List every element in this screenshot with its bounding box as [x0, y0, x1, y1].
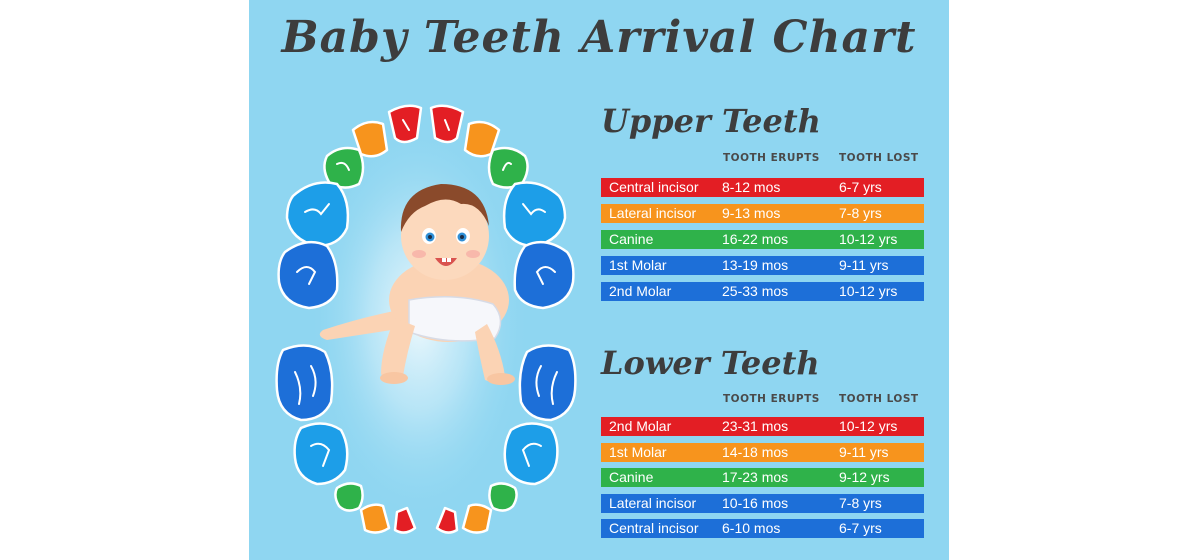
lower-canine-left-tooth-icon	[334, 482, 364, 512]
lost-value: 7-8 yrs	[839, 205, 882, 221]
lower-lateral-incisor-left-tooth-icon	[359, 503, 391, 534]
upper-arch	[277, 104, 575, 310]
lost-value: 9-11 yrs	[839, 257, 889, 273]
tooth-name: Lateral incisor	[609, 495, 697, 511]
upper-second-molar-left-tooth-icon	[277, 240, 339, 310]
table-row: Central incisor 6-10 mos 6-7 yrs	[601, 519, 924, 538]
lower-second-molar-left-tooth-icon	[275, 344, 334, 422]
upper-second-molar-right-tooth-icon	[513, 240, 575, 310]
table-row: 1st Molar 14-18 mos 9-11 yrs	[601, 443, 924, 462]
lower-canine-right-tooth-icon	[488, 482, 518, 512]
erupts-value: 17-23 mos	[722, 469, 789, 485]
lower-central-incisor-left-tooth-icon	[393, 506, 417, 534]
lost-value: 9-12 yrs	[839, 469, 890, 485]
tooth-name: Central incisor	[609, 520, 699, 536]
tooth-name: Central incisor	[609, 179, 699, 195]
upper-first-molar-left-tooth-icon	[285, 181, 350, 248]
lower-first-molar-right-tooth-icon	[503, 422, 559, 486]
tooth-name: Lateral incisor	[609, 205, 697, 221]
lower-teeth-heading: Lower Teeth	[601, 344, 820, 382]
crawling-baby-illustration	[319, 184, 515, 385]
erupts-value: 10-16 mos	[722, 495, 789, 511]
upper-lateral-incisor-left-tooth-icon	[351, 120, 389, 158]
table-row: Canine 16-22 mos 10-12 yrs	[601, 230, 924, 249]
table-row: Central incisor 8-12 mos 6-7 yrs	[601, 178, 924, 197]
lost-value: 10-12 yrs	[839, 418, 898, 434]
upper-col-lost-header: TOOTH LOST	[839, 152, 919, 164]
tooth-name: Canine	[609, 469, 654, 485]
lower-lateral-incisor-right-tooth-icon	[461, 503, 493, 534]
erupts-value: 25-33 mos	[722, 283, 789, 299]
lost-value: 9-11 yrs	[839, 444, 889, 460]
upper-first-molar-right-tooth-icon	[502, 181, 567, 248]
table-row: 2nd Molar 25-33 mos 10-12 yrs	[601, 282, 924, 301]
tooth-name: Canine	[609, 231, 654, 247]
lost-value: 6-7 yrs	[839, 520, 882, 536]
erupts-value: 9-13 mos	[722, 205, 781, 221]
lower-second-molar-right-tooth-icon	[518, 344, 577, 422]
tooth-name: 2nd Molar	[609, 283, 672, 299]
erupts-value: 8-12 mos	[722, 179, 781, 195]
erupts-value: 14-18 mos	[722, 444, 789, 460]
lower-central-incisor-right-tooth-icon	[435, 506, 459, 534]
lower-arch	[275, 344, 577, 534]
lost-value: 10-12 yrs	[839, 231, 898, 247]
tooth-name: 1st Molar	[609, 444, 667, 460]
upper-teeth-heading: Upper Teeth	[601, 102, 821, 140]
lower-col-erupts-header: TOOTH ERUPTS	[723, 393, 820, 405]
table-row: 2nd Molar 23-31 mos 10-12 yrs	[601, 417, 924, 436]
table-row: Canine 17-23 mos 9-12 yrs	[601, 468, 924, 487]
tooth-name: 1st Molar	[609, 257, 667, 273]
lost-value: 6-7 yrs	[839, 179, 882, 195]
lower-tooth-highlights	[294, 365, 558, 467]
lower-first-molar-left-tooth-icon	[293, 422, 349, 486]
table-row: Lateral incisor 9-13 mos 7-8 yrs	[601, 204, 924, 223]
erupts-value: 16-22 mos	[722, 231, 789, 247]
tooth-arch-illustration	[275, 104, 577, 534]
table-row: Lateral incisor 10-16 mos 7-8 yrs	[601, 494, 924, 513]
erupts-value: 6-10 mos	[722, 520, 781, 536]
upper-canine-left-tooth-icon	[323, 146, 365, 189]
page-title: Baby Teeth Arrival Chart	[281, 12, 917, 63]
lost-value: 7-8 yrs	[839, 495, 882, 511]
tooth-name: 2nd Molar	[609, 418, 672, 434]
erupts-value: 13-19 mos	[722, 257, 789, 273]
lost-value: 10-12 yrs	[839, 283, 898, 299]
lower-col-lost-header: TOOTH LOST	[839, 393, 919, 405]
table-row: 1st Molar 13-19 mos 9-11 yrs	[601, 256, 924, 275]
infographic-canvas: Baby Teeth Arrival Chart Upper Teeth TOO…	[249, 0, 949, 560]
upper-col-erupts-header: TOOTH ERUPTS	[723, 152, 820, 164]
erupts-value: 23-31 mos	[722, 418, 789, 434]
upper-tooth-highlights	[296, 119, 556, 285]
